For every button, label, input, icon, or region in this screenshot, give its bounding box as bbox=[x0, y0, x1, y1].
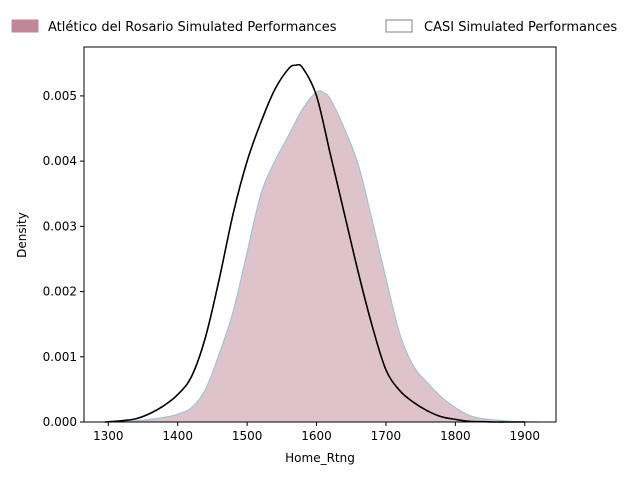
legend-swatch-casi bbox=[385, 19, 413, 33]
x-axis-ticks: 1300 1400 1500 1600 1700 1800 1900 bbox=[93, 422, 540, 443]
x-axis-label: Home_Rtng bbox=[285, 451, 355, 465]
y-tick-label: 0.004 bbox=[43, 154, 77, 168]
y-axis-label: Density bbox=[15, 212, 29, 258]
x-tick-label: 1400 bbox=[162, 429, 193, 443]
plot-frame bbox=[83, 46, 557, 423]
plot-area bbox=[104, 63, 539, 423]
x-tick-label: 1600 bbox=[301, 429, 332, 443]
legend-swatch-atletico bbox=[11, 19, 39, 33]
density-line-casi bbox=[104, 63, 525, 423]
y-axis-ticks: 0.000 0.001 0.002 0.003 0.004 0.005 bbox=[43, 89, 84, 429]
y-tick-label: 0.003 bbox=[43, 219, 77, 233]
x-tick-label: 1800 bbox=[440, 429, 471, 443]
axes: 1300 1400 1500 1600 1700 1800 1900 0.0000.0010… bbox=[15, 46, 557, 465]
y-tick-label: 0.000 bbox=[43, 415, 77, 429]
y-tick-label: 0.002 bbox=[43, 285, 77, 299]
x-tick-label: 1700 bbox=[371, 429, 402, 443]
y-tick-label: 0.001 bbox=[43, 350, 77, 364]
x-tick-label: 1900 bbox=[509, 429, 540, 443]
density-area-atletico bbox=[104, 90, 539, 423]
density-outline-atletico bbox=[104, 90, 539, 423]
legend: Atlético del Rosario Simulated Performan… bbox=[11, 19, 617, 35]
x-tick-label: 1300 bbox=[93, 429, 124, 443]
legend-label-atletico: Atlético del Rosario Simulated Performan… bbox=[48, 20, 337, 35]
legend-label-casi: CASI Simulated Performances bbox=[424, 20, 617, 35]
y-tick-label: 0.005 bbox=[43, 89, 77, 103]
x-tick-label: 1500 bbox=[232, 429, 263, 443]
